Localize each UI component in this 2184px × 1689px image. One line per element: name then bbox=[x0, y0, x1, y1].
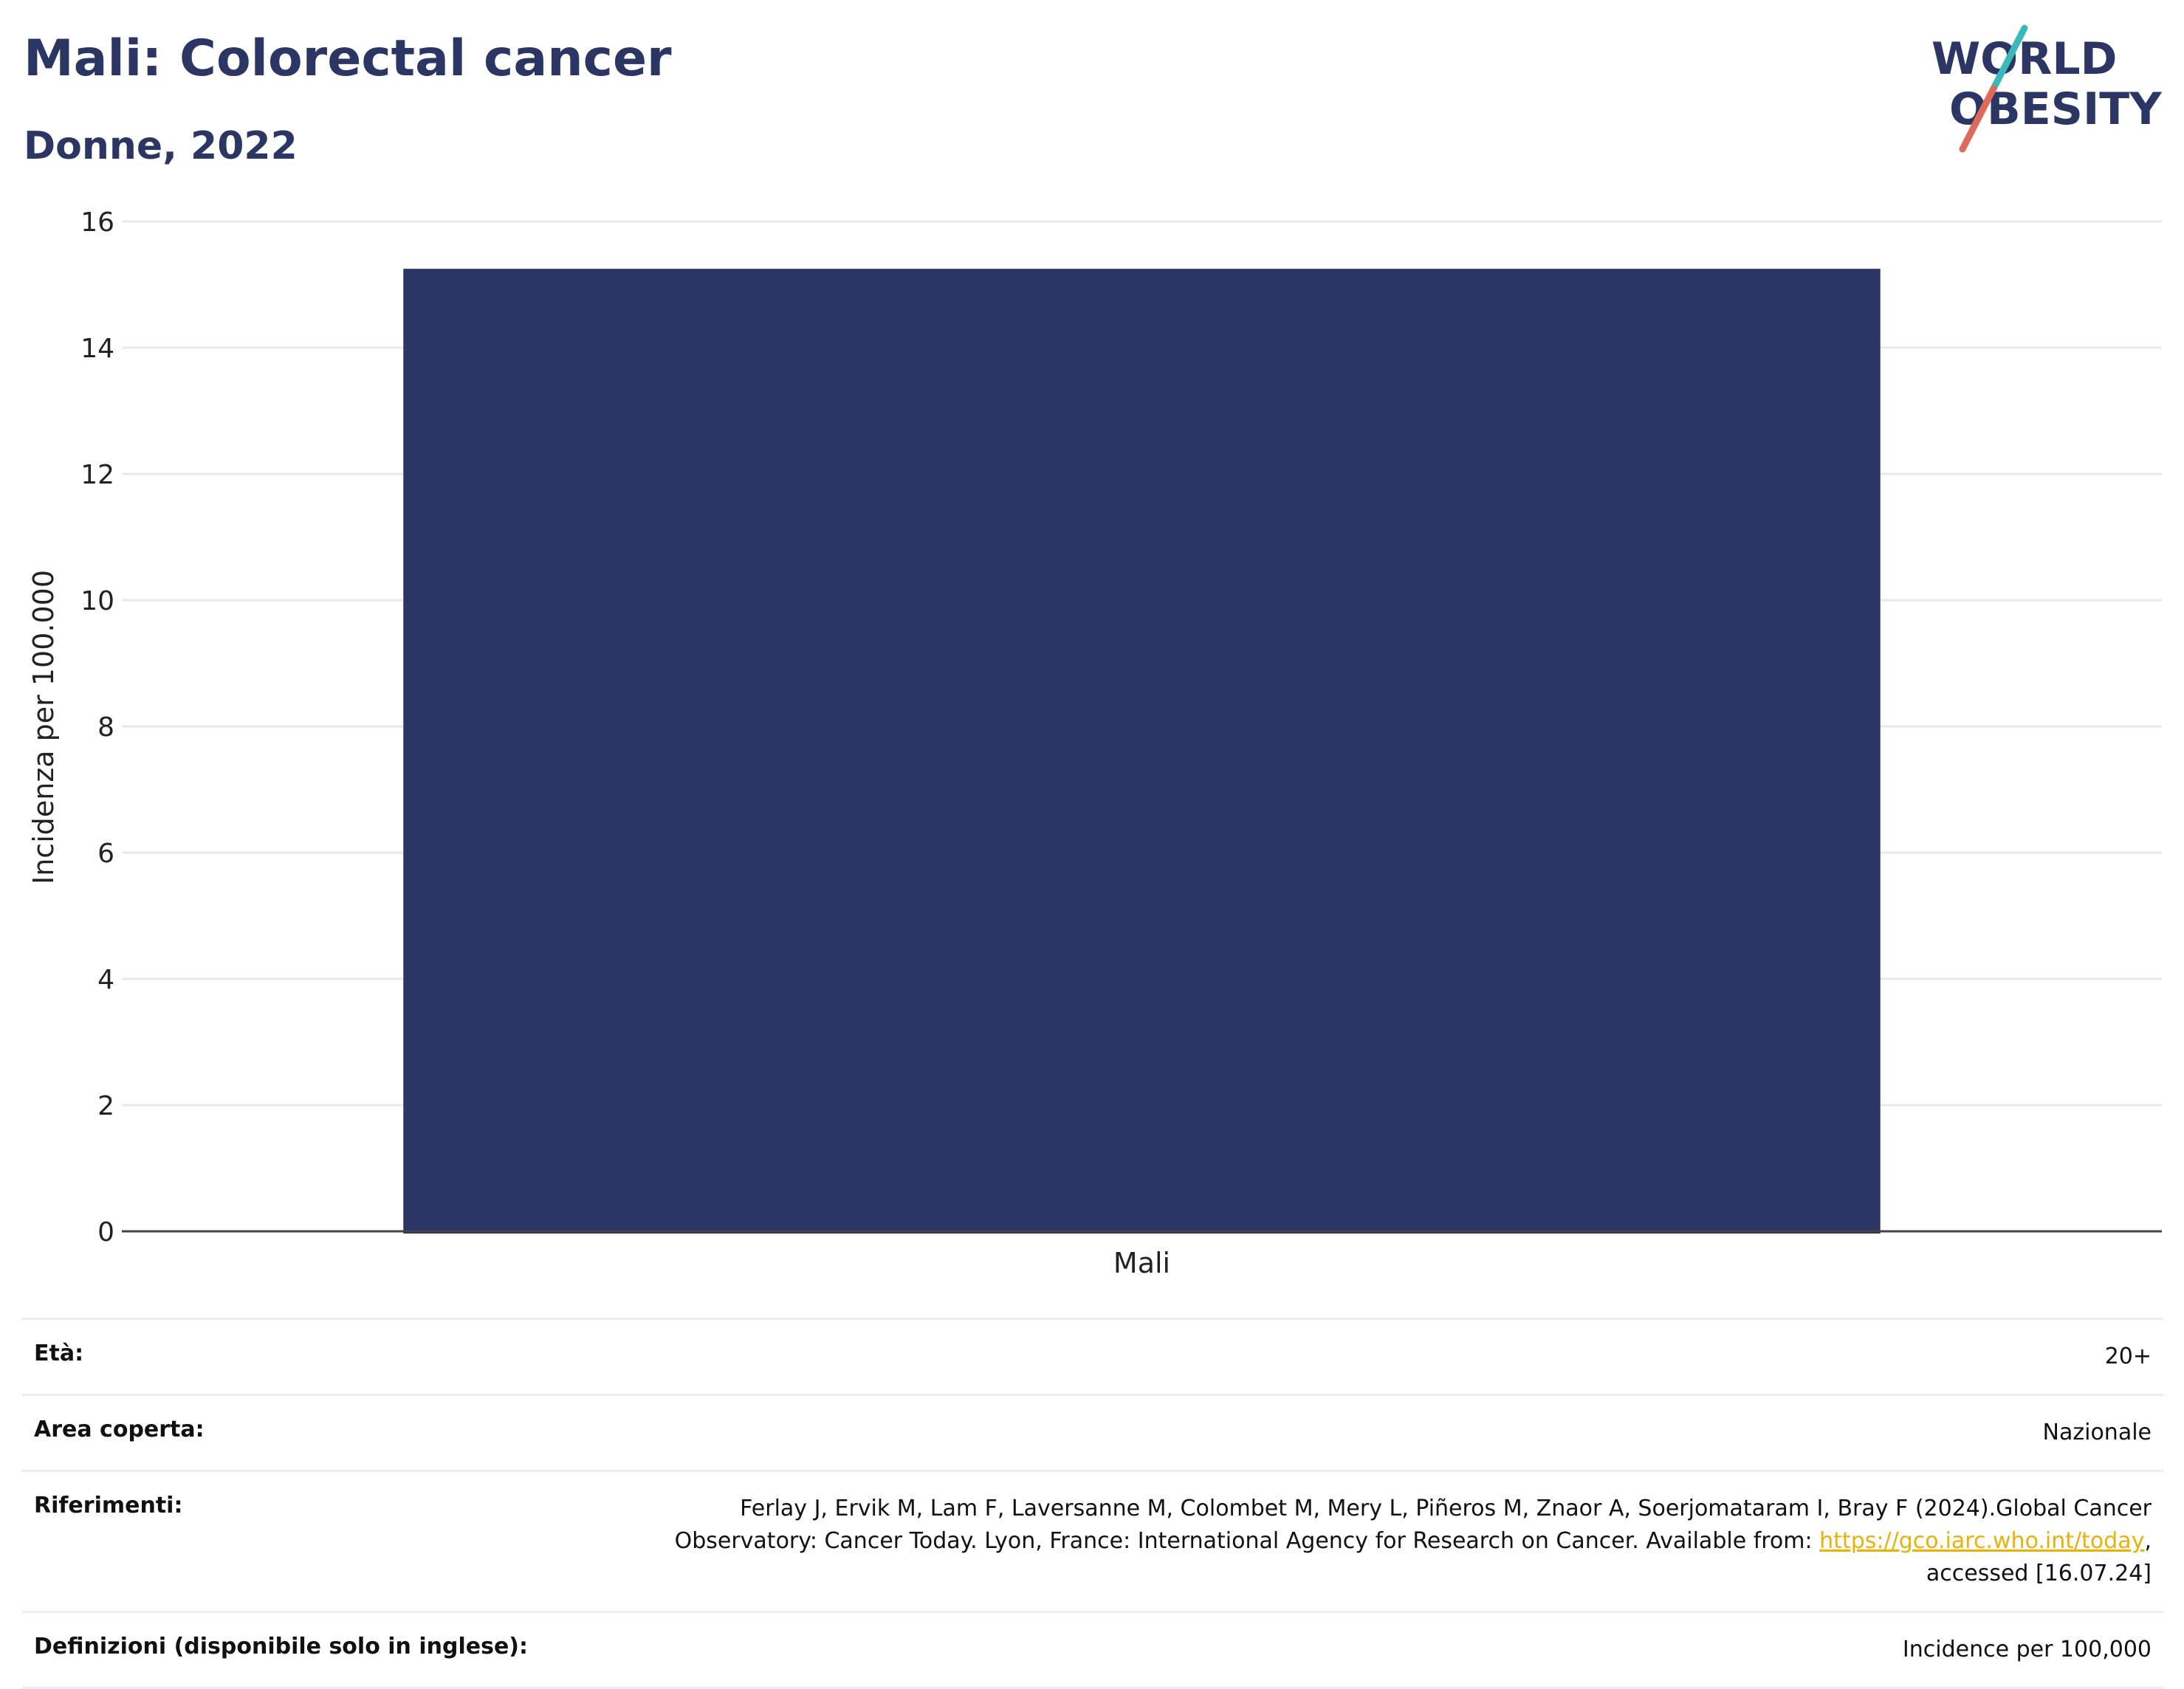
references-value: Ferlay J, Ervik M, Lam F, Laversanne M, … bbox=[601, 1493, 2152, 1590]
x-tick-label: Mali bbox=[1113, 1247, 1170, 1279]
area-label: Area coperta: bbox=[34, 1417, 205, 1442]
bar[interactable] bbox=[403, 269, 1881, 1234]
world-obesity-logo: WORLD OBESITY bbox=[1931, 24, 2163, 153]
y-tick-label: 2 bbox=[97, 1091, 114, 1121]
y-tick-label: 16 bbox=[80, 207, 114, 238]
page-subtitle: Donne, 2022 bbox=[24, 124, 298, 168]
y-axis-label: Incidenza per 100.000 bbox=[27, 570, 60, 884]
references-text-1: Ferlay J, Ervik M, Lam F, Laversanne M, … bbox=[674, 1496, 2152, 1554]
age-label: Età: bbox=[34, 1341, 84, 1366]
y-tick-label: 6 bbox=[97, 839, 114, 869]
area-value: Nazionale bbox=[2042, 1420, 2152, 1445]
definitions-label: Definizioni (disponibile solo in inglese… bbox=[34, 1634, 528, 1659]
y-tick-label: 8 bbox=[97, 712, 114, 743]
references-label: Riferimenti: bbox=[34, 1493, 183, 1518]
definitions-row: Definizioni (disponibile solo in inglese… bbox=[22, 1611, 2163, 1689]
page-title: Mali: Colorectal cancer bbox=[24, 30, 672, 88]
logo-line-1: WORLD bbox=[1931, 33, 2117, 85]
references-link[interactable]: https://gco.iarc.who.int/today bbox=[1819, 1528, 2145, 1554]
y-tick-label: 14 bbox=[80, 334, 114, 364]
age-row: Età: 20+ bbox=[22, 1318, 2163, 1394]
y-tick-label: 0 bbox=[97, 1217, 114, 1248]
references-text-2: , accessed [16.07.24] bbox=[1926, 1528, 2152, 1586]
y-tick-label: 12 bbox=[80, 460, 114, 490]
y-tick-labels: 0 2 4 6 8 10 12 14 16 bbox=[80, 207, 114, 1248]
bar-chart: 0 2 4 6 8 10 12 14 16 Mali Incidenza per 100.000 bbox=[27, 207, 2162, 1279]
logo-slash-top bbox=[1990, 24, 2028, 92]
bars bbox=[403, 269, 1881, 1234]
area-row: Area coperta: Nazionale bbox=[22, 1394, 2163, 1470]
y-tick-label: 10 bbox=[80, 586, 114, 616]
logo-slash-bottom bbox=[1959, 85, 1997, 153]
definitions-value: Incidence per 100,000 bbox=[1902, 1637, 2152, 1662]
y-tick-label: 4 bbox=[97, 965, 114, 995]
details-table: Età: 20+ Area coperta: Nazionale Riferim… bbox=[22, 1318, 2163, 1689]
age-value: 20+ bbox=[2104, 1344, 2152, 1369]
references-row: Riferimenti: Ferlay J, Ervik M, Lam F, L… bbox=[22, 1470, 2163, 1611]
x-tick-labels: Mali bbox=[1113, 1247, 1170, 1279]
